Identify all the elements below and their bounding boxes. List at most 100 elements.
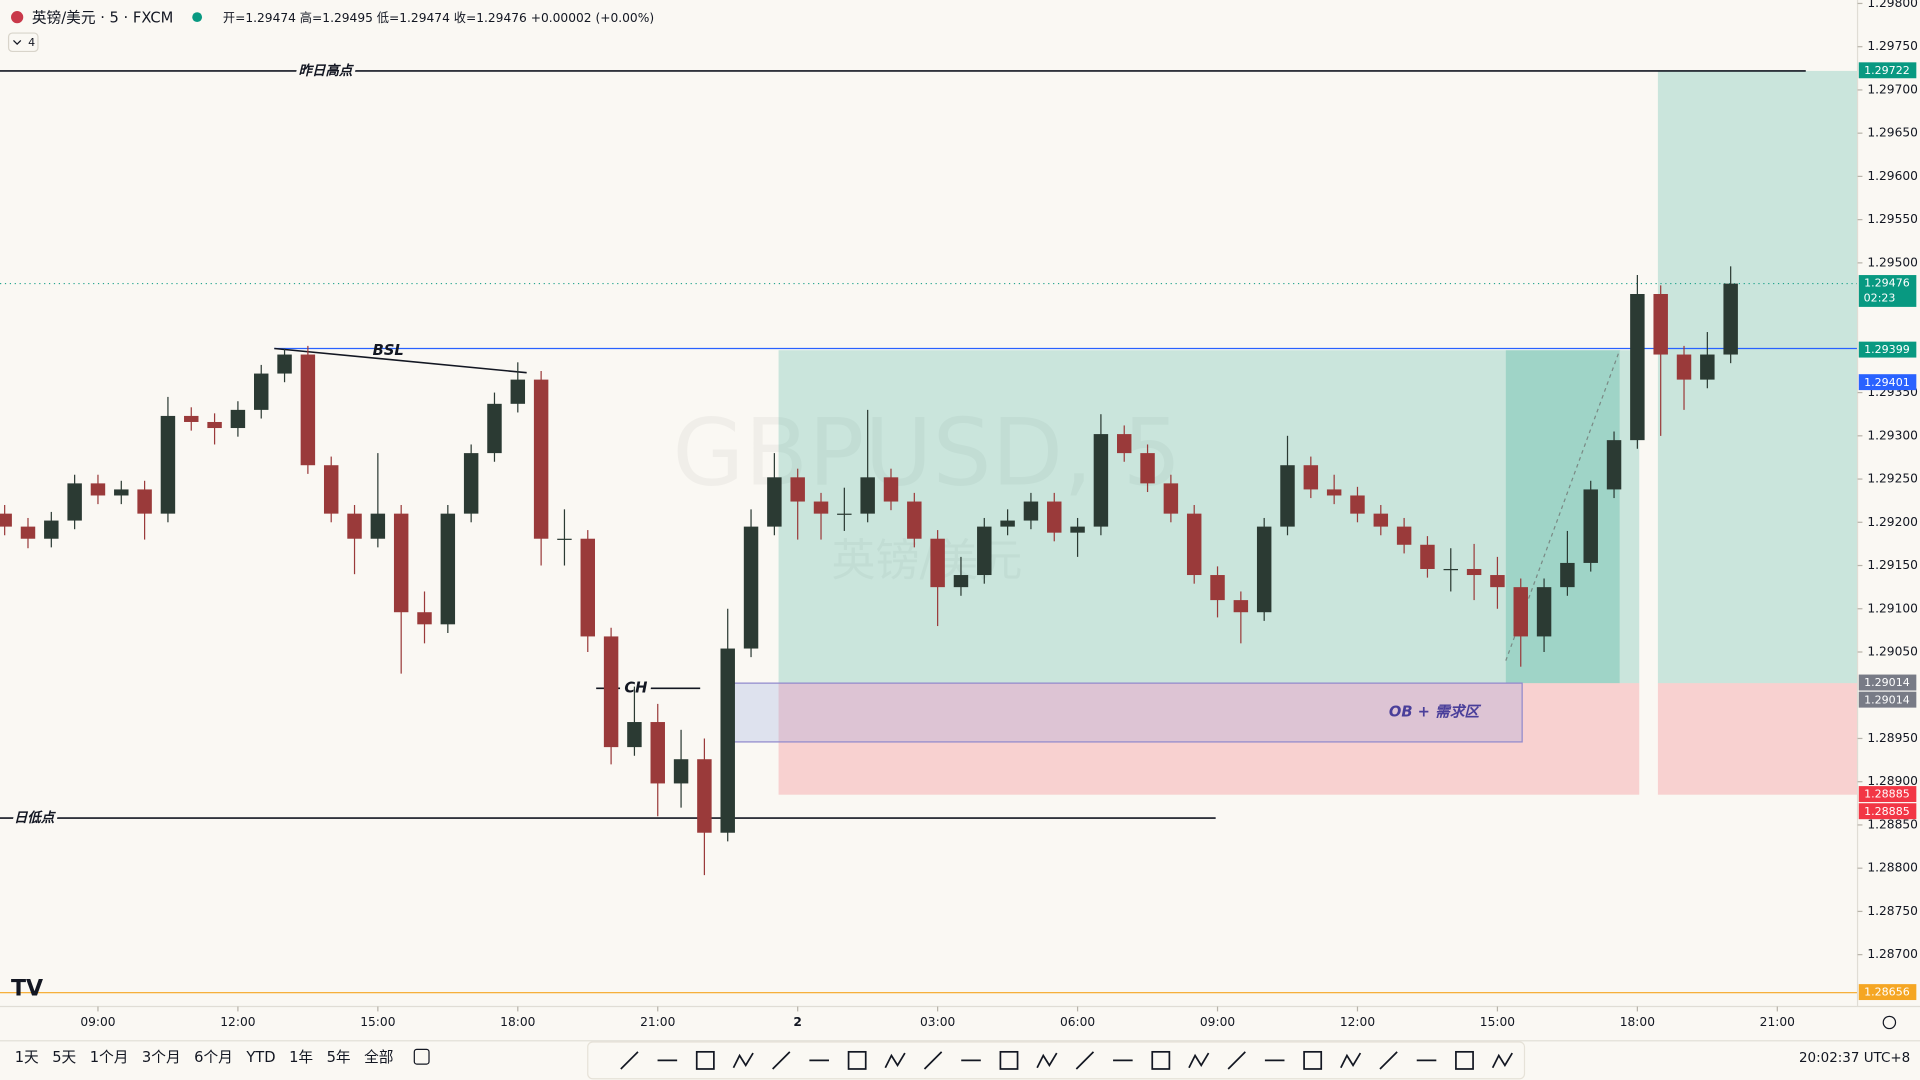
indicator-toggle[interactable] (7, 32, 39, 53)
tool-glyph (1340, 1052, 1362, 1069)
drawing-tool[interactable] (923, 1051, 943, 1070)
period-button[interactable]: 全部 (364, 1048, 393, 1066)
drawing-tool[interactable] (1340, 1052, 1362, 1069)
price-label-bg (1858, 803, 1917, 820)
drawing-tool[interactable] (1303, 1050, 1323, 1070)
calendar-icon[interactable] (413, 1048, 430, 1065)
period-button[interactable]: 6个月 (194, 1049, 233, 1066)
indicator-count[interactable]: 4 (28, 36, 35, 49)
y-tick-label: 1.29550 (1867, 212, 1918, 226)
drawing-tool[interactable] (695, 1050, 715, 1070)
period-button[interactable]: 1天 (15, 1049, 39, 1066)
settings-icon[interactable] (1882, 1015, 1897, 1030)
candle-body (1093, 434, 1109, 527)
period-button[interactable]: 1个月 (90, 1049, 129, 1066)
candle-body (463, 453, 479, 514)
candle-body (207, 421, 222, 429)
candle-body (720, 648, 735, 833)
drawing-tool[interactable] (999, 1050, 1019, 1070)
y-tick-label: 1.29250 (1867, 472, 1918, 486)
candle-body (603, 636, 619, 748)
x-tick-label: 18:00 (1620, 1015, 1655, 1029)
price-label: 1.29399 (1864, 343, 1910, 356)
candle-body (697, 759, 712, 833)
price-label-bg (1858, 275, 1917, 307)
drawing-tool[interactable] (1188, 1052, 1210, 1069)
candle-body (1117, 434, 1132, 454)
candle-body (1350, 495, 1365, 514)
candle-body (1490, 575, 1505, 588)
x-tick-label: 03:00 (920, 1015, 955, 1029)
candle-body (1326, 489, 1342, 496)
candle-body (1140, 453, 1155, 484)
loss-zone (778, 683, 1640, 795)
ob-zone (722, 682, 1523, 743)
candle-body (813, 501, 829, 514)
x-tick-label: 12:00 (220, 1015, 255, 1029)
candle-body (20, 526, 36, 539)
candle-body (370, 513, 386, 539)
candle-body (254, 373, 269, 410)
tool-glyph (884, 1052, 906, 1069)
y-tick-label: 1.29050 (1867, 644, 1918, 658)
candle-body (1047, 501, 1062, 533)
tool-glyph (1075, 1051, 1095, 1070)
drawing-tool[interactable] (1227, 1051, 1246, 1070)
period-button[interactable]: 1年 (289, 1049, 313, 1066)
y-tick-label: 1.28950 (1867, 731, 1918, 745)
tool-glyph (1379, 1051, 1398, 1070)
drawing-tool[interactable] (1075, 1051, 1095, 1070)
drawing-tool[interactable] (620, 1051, 639, 1070)
x-tick-label: 21:00 (640, 1015, 675, 1029)
y-tick-label: 1.29200 (1867, 515, 1918, 529)
candle-body (557, 538, 572, 540)
period-button[interactable]: 3个月 (142, 1049, 181, 1066)
drawing-tool[interactable] (772, 1051, 791, 1070)
candle-body (883, 477, 899, 502)
candle-body (790, 477, 805, 502)
x-tick-label: 09:00 (1200, 1015, 1235, 1029)
candle-body (1256, 526, 1272, 613)
countdown: 02:23 (1864, 291, 1896, 304)
drawing-tool[interactable] (1036, 1052, 1058, 1069)
symbol[interactable]: 英镑/美元 · 5 · FXCM (32, 8, 173, 26)
period-button[interactable]: 5天 (52, 1049, 76, 1066)
candle-body (1700, 354, 1715, 380)
candle-body (1070, 526, 1085, 533)
price-label: 1.29014 (1864, 676, 1910, 689)
price-label: 1.28885 (1864, 788, 1910, 801)
y-tick-label: 1.29300 (1867, 428, 1918, 442)
candle-body (137, 489, 152, 514)
y-tick-label: 1.28700 (1867, 947, 1918, 961)
tool-glyph (732, 1052, 754, 1069)
period-button[interactable]: YTD (245, 1049, 275, 1066)
loss-zone (1657, 683, 1858, 795)
price-label: 1.28885 (1864, 805, 1910, 818)
period-button[interactable]: 5年 (327, 1049, 351, 1066)
candle-body (1280, 465, 1295, 527)
market-status (192, 12, 203, 23)
drawing-tool[interactable] (732, 1052, 754, 1069)
drawing-tool[interactable] (1379, 1051, 1398, 1070)
symbol-flag[interactable] (11, 11, 24, 24)
trend-label: BSL (373, 342, 404, 359)
drawing-tool[interactable] (1455, 1050, 1474, 1070)
drawing-tool[interactable] (847, 1050, 867, 1070)
candle-body (510, 379, 526, 404)
price-label: 1.29476 (1864, 277, 1910, 290)
candle-body (323, 465, 339, 514)
y-tick-label: 1.29700 (1867, 82, 1918, 96)
candle-body (1443, 568, 1459, 571)
logo[interactable]: TV (11, 976, 43, 1001)
y-tick-label: 1.29150 (1867, 558, 1918, 572)
candle-body (767, 477, 782, 527)
candle-body (230, 409, 246, 429)
y-tick-label: 1.28850 (1867, 817, 1918, 831)
candle-body (184, 415, 199, 422)
drawing-tool[interactable] (884, 1052, 906, 1069)
drawing-tool[interactable] (1151, 1050, 1171, 1070)
drawing-tool[interactable] (1491, 1052, 1513, 1069)
tool-glyph (1491, 1052, 1513, 1069)
